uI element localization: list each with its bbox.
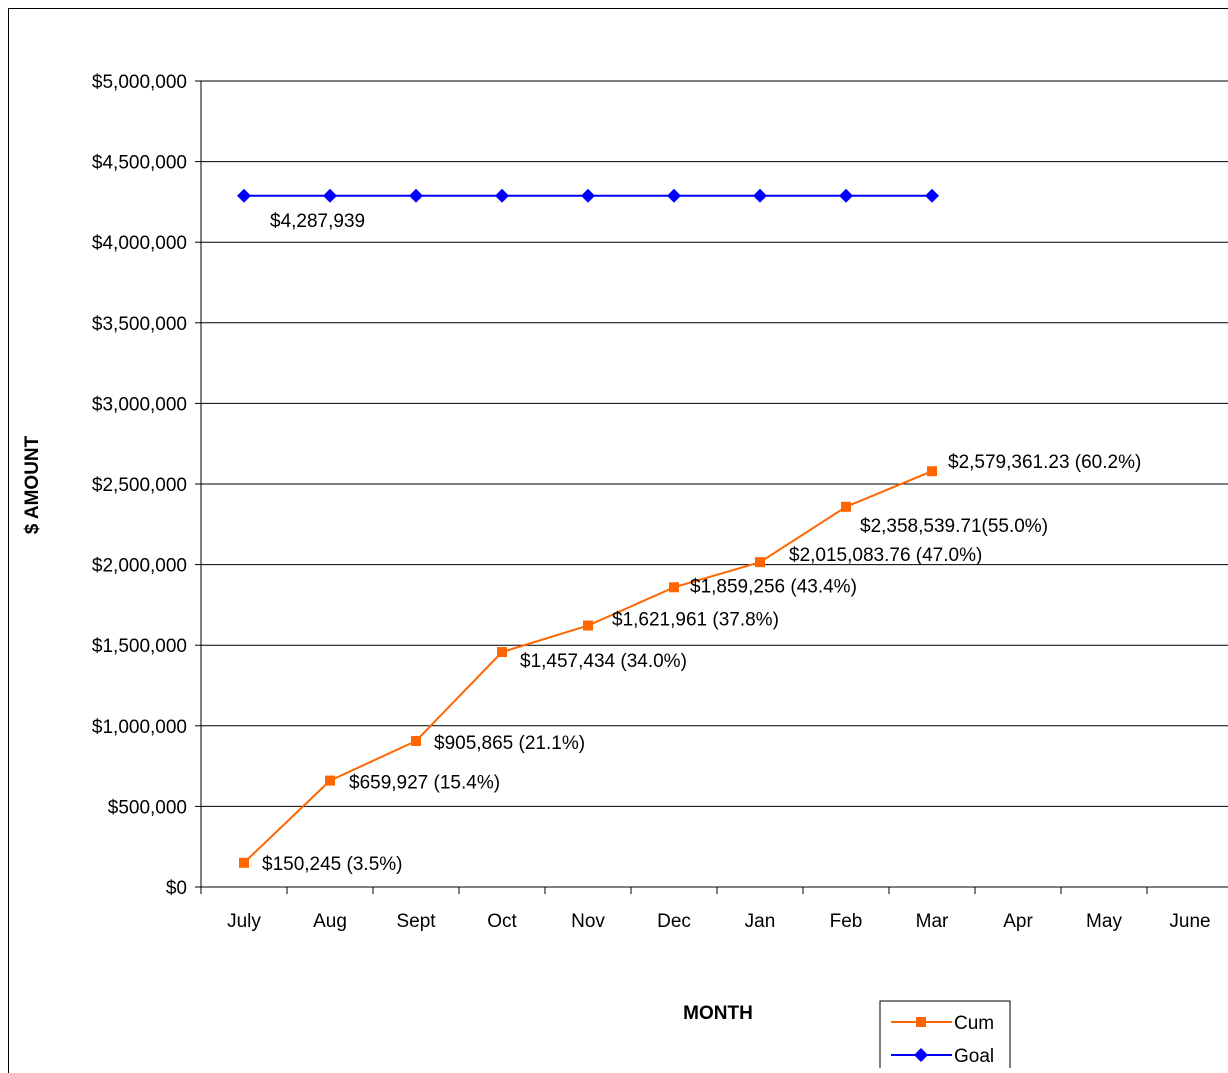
data-label-cum: $1,457,434 (34.0%): [520, 651, 687, 672]
data-label-cum: $659,927 (15.4%): [349, 773, 500, 794]
y-axis-title: $ AMOUNT: [22, 435, 43, 534]
y-tick-label: $2,500,000: [92, 475, 187, 496]
data-point-goal: [839, 188, 853, 203]
x-tick-label: July: [227, 911, 261, 932]
chart-frame: [8, 8, 1228, 1073]
data-label-cum: $1,859,256 (43.4%): [690, 576, 857, 597]
y-tick-labels: $0 $500,000 $1,000,000 $1,500,000 $2,000,000…: [92, 72, 187, 899]
data-label-goal: $4,287,939: [270, 211, 365, 232]
y-tick-label: $1,000,000: [92, 717, 187, 738]
series-layer: [237, 188, 939, 868]
gridlines: [201, 80, 1228, 807]
data-point-cum: [927, 466, 937, 477]
data-point-cum: [583, 620, 593, 631]
x-tick-label: Nov: [571, 911, 605, 932]
y-tick-label: $0: [166, 878, 187, 899]
data-point-cum: [239, 857, 249, 868]
legend-label-goal: Goal: [954, 1046, 994, 1067]
data-point-goal: [581, 188, 595, 203]
data-point-cum: [669, 582, 679, 593]
data-point-goal: [925, 188, 939, 203]
data-point-cum: [841, 501, 851, 512]
data-point-goal: [667, 188, 681, 203]
y-tick-label: $500,000: [108, 797, 187, 818]
legend-marker-goal: [914, 1048, 928, 1062]
y-tick-label: $2,000,000: [92, 556, 187, 577]
y-tick-label: $3,000,000: [92, 394, 187, 415]
y-tick-label: $1,500,000: [92, 636, 187, 657]
data-point-goal: [323, 188, 337, 203]
y-tick-label: $4,500,000: [92, 153, 187, 174]
data-label-cum: $2,358,539.71(55.0%): [860, 516, 1048, 537]
x-tick-labels: July Aug Sept Oct Nov Dec Jan Feb Mar Apr May June: [227, 911, 1211, 932]
data-point-cum: [755, 557, 765, 568]
x-tick-label: Jan: [745, 911, 776, 932]
x-tick-label: Sept: [396, 911, 436, 932]
x-tick-label: June: [1169, 911, 1210, 932]
x-tick-label: Apr: [1003, 911, 1033, 932]
data-point-cum: [411, 735, 421, 746]
legend: Cum Goal: [879, 1000, 1011, 1068]
data-point-goal: [495, 188, 509, 203]
legend-label-cum: Cum: [954, 1013, 994, 1034]
data-point-goal: [409, 188, 423, 203]
data-point-goal: [237, 188, 251, 203]
x-tick-label: Oct: [487, 911, 517, 932]
data-point-goal: [753, 188, 767, 203]
y-tick-label: $4,000,000: [92, 233, 187, 254]
legend-box: [879, 1000, 1011, 1068]
y-tick-label: $3,500,000: [92, 314, 187, 335]
x-tick-label: Dec: [657, 911, 691, 932]
data-label-cum: $1,621,961 (37.8%): [612, 610, 779, 631]
data-labels: $4,287,939 $150,245 (3.5%) $659,927 (15.4%…: [262, 211, 1141, 875]
x-tick-label: Mar: [916, 911, 949, 932]
data-label-cum: $905,865 (21.1%): [434, 733, 585, 754]
data-point-cum: [497, 647, 507, 658]
x-tick-label: May: [1086, 911, 1122, 932]
x-axis-title: MONTH: [683, 1003, 753, 1024]
data-point-cum: [325, 775, 335, 786]
x-tick-label: Aug: [313, 911, 347, 932]
data-label-cum: $150,245 (3.5%): [262, 854, 403, 875]
legend-marker-cum: [916, 1017, 926, 1027]
x-tick-label: Feb: [830, 911, 863, 932]
y-tick-label: $5,000,000: [92, 72, 187, 93]
data-label-cum: $2,579,361.23 (60.2%): [948, 452, 1141, 473]
data-label-cum: $2,015,083.76 (47.0%): [789, 545, 982, 566]
axes: [195, 80, 1228, 894]
